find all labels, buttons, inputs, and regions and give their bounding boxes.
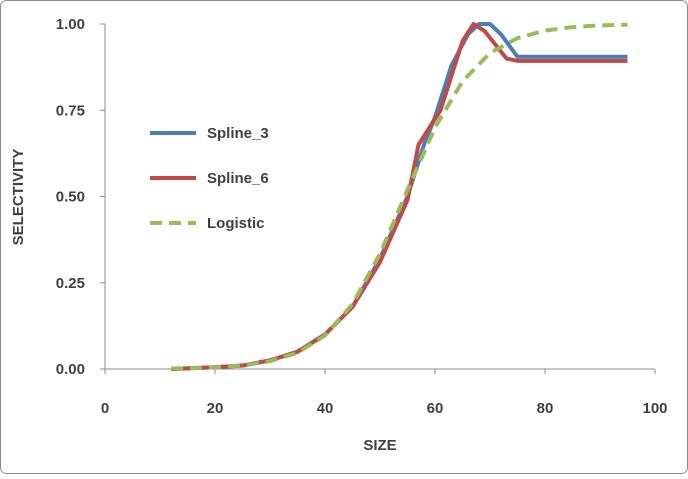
x-tick-label: 60 — [427, 400, 444, 417]
y-tick-label: 0.25 — [56, 275, 85, 292]
y-tick-label: 0.75 — [56, 102, 85, 119]
y-tick-label: 1.00 — [56, 16, 85, 33]
y-axis-title: SELECTIVITY — [10, 149, 27, 246]
x-tick-label: 80 — [537, 400, 554, 417]
y-tick-label: 0.00 — [56, 361, 85, 378]
x-tick-label: 40 — [317, 400, 334, 417]
x-tick-label: 100 — [642, 400, 667, 417]
series-line-logistic — [170, 22, 628, 371]
legend-label: Spline_3 — [207, 125, 269, 142]
x-tick-label: 20 — [207, 400, 224, 417]
y-tick-label: 0.50 — [56, 189, 85, 206]
x-axis-title: SIZE — [363, 437, 396, 454]
legend-label: Spline_6 — [207, 170, 269, 187]
legend-label: Logistic — [207, 215, 265, 232]
series-line-spline-6 — [170, 22, 628, 371]
x-tick-label: 0 — [101, 400, 109, 417]
